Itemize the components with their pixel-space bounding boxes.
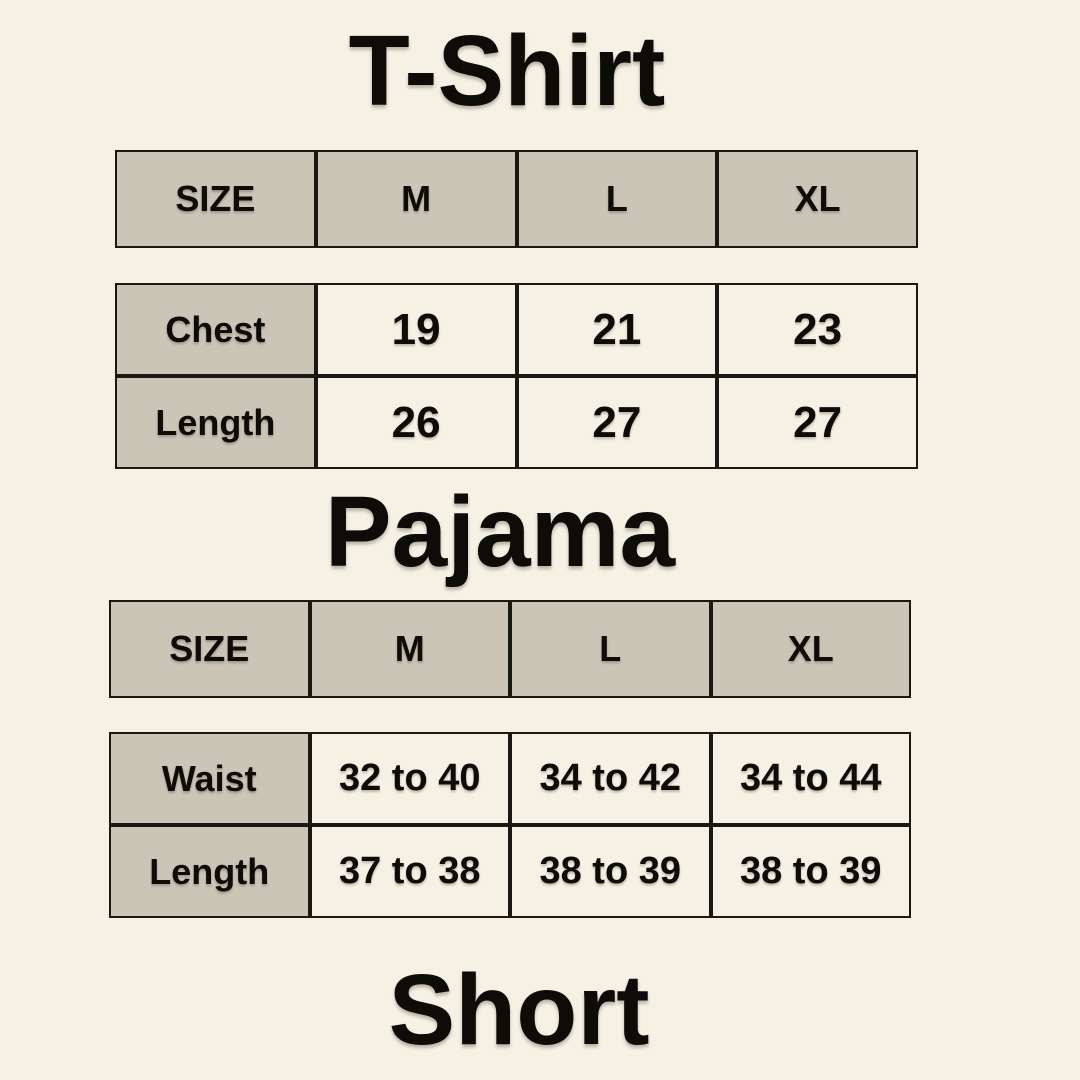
cell-value: 32 to 40 [309, 732, 510, 825]
cell-value: 38 to 39 [510, 825, 711, 918]
cell-value: 27 [516, 376, 718, 469]
size-column-header: SIZE [115, 150, 316, 248]
table-row: Waist 32 to 40 34 to 42 34 to 44 [109, 732, 911, 825]
size-m-header: M [309, 600, 510, 698]
pajama-section-title: Pajama [324, 476, 676, 588]
size-m-header: M [315, 150, 517, 248]
size-column-header: SIZE [109, 600, 310, 698]
cell-value: 19 [315, 283, 517, 376]
tshirt-measurements-table: Chest 19 21 23 Length 26 27 27 [115, 283, 918, 469]
size-xl-header: XL [710, 600, 911, 698]
table-row: Length 26 27 27 [115, 376, 918, 469]
size-l-header: L [516, 150, 718, 248]
cell-value: 34 to 42 [510, 732, 711, 825]
cell-value: 23 [717, 283, 918, 376]
table-row: SIZE M L XL [115, 150, 918, 248]
pajama-size-header-table: SIZE M L XL [109, 600, 911, 698]
pajama-measurements-table: Waist 32 to 40 34 to 42 34 to 44 Length … [109, 732, 911, 918]
cell-value: 34 to 44 [710, 732, 911, 825]
row-label: Length [115, 376, 316, 469]
tshirt-size-header-table: SIZE M L XL [115, 150, 918, 248]
cell-value: 26 [315, 376, 517, 469]
cell-value: 27 [717, 376, 918, 469]
cell-value: 21 [516, 283, 718, 376]
size-l-header: L [510, 600, 711, 698]
tshirt-section-title: T-Shirt [348, 15, 666, 127]
table-row: Length 37 to 38 38 to 39 38 to 39 [109, 825, 911, 918]
row-label: Length [109, 825, 310, 918]
table-row: Chest 19 21 23 [115, 283, 918, 376]
cell-value: 38 to 39 [710, 825, 911, 918]
short-section-title: Short [388, 954, 650, 1066]
row-label: Chest [115, 283, 316, 376]
cell-value: 37 to 38 [309, 825, 510, 918]
table-row: SIZE M L XL [109, 600, 911, 698]
row-label: Waist [109, 732, 310, 825]
size-xl-header: XL [717, 150, 918, 248]
